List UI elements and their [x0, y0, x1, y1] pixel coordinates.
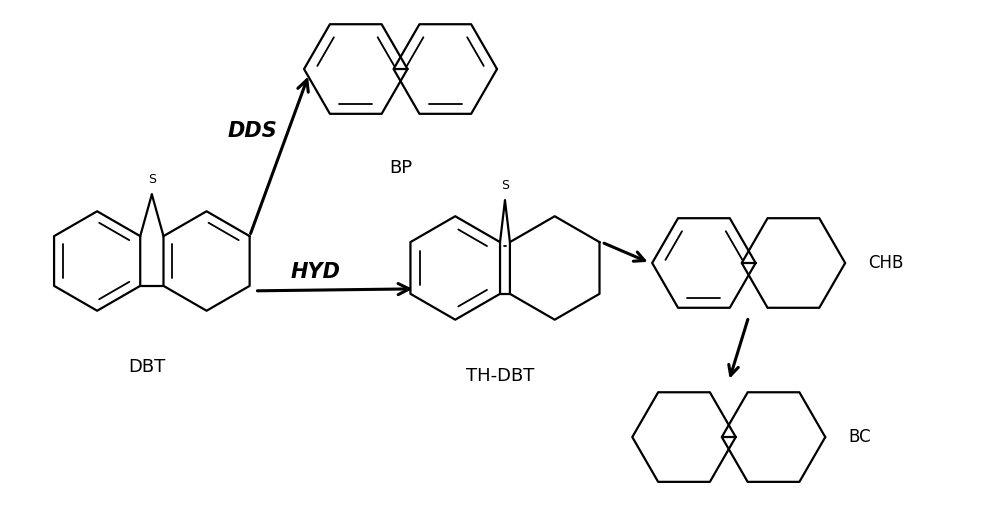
Text: DDS: DDS: [227, 121, 277, 141]
Text: HYD: HYD: [290, 262, 340, 282]
Text: CHB: CHB: [868, 254, 903, 272]
Text: S: S: [501, 179, 509, 192]
Text: BC: BC: [848, 428, 871, 446]
Text: BP: BP: [389, 158, 412, 177]
Text: TH-DBT: TH-DBT: [466, 368, 534, 385]
Text: S: S: [148, 174, 156, 186]
Text: DBT: DBT: [128, 358, 166, 377]
